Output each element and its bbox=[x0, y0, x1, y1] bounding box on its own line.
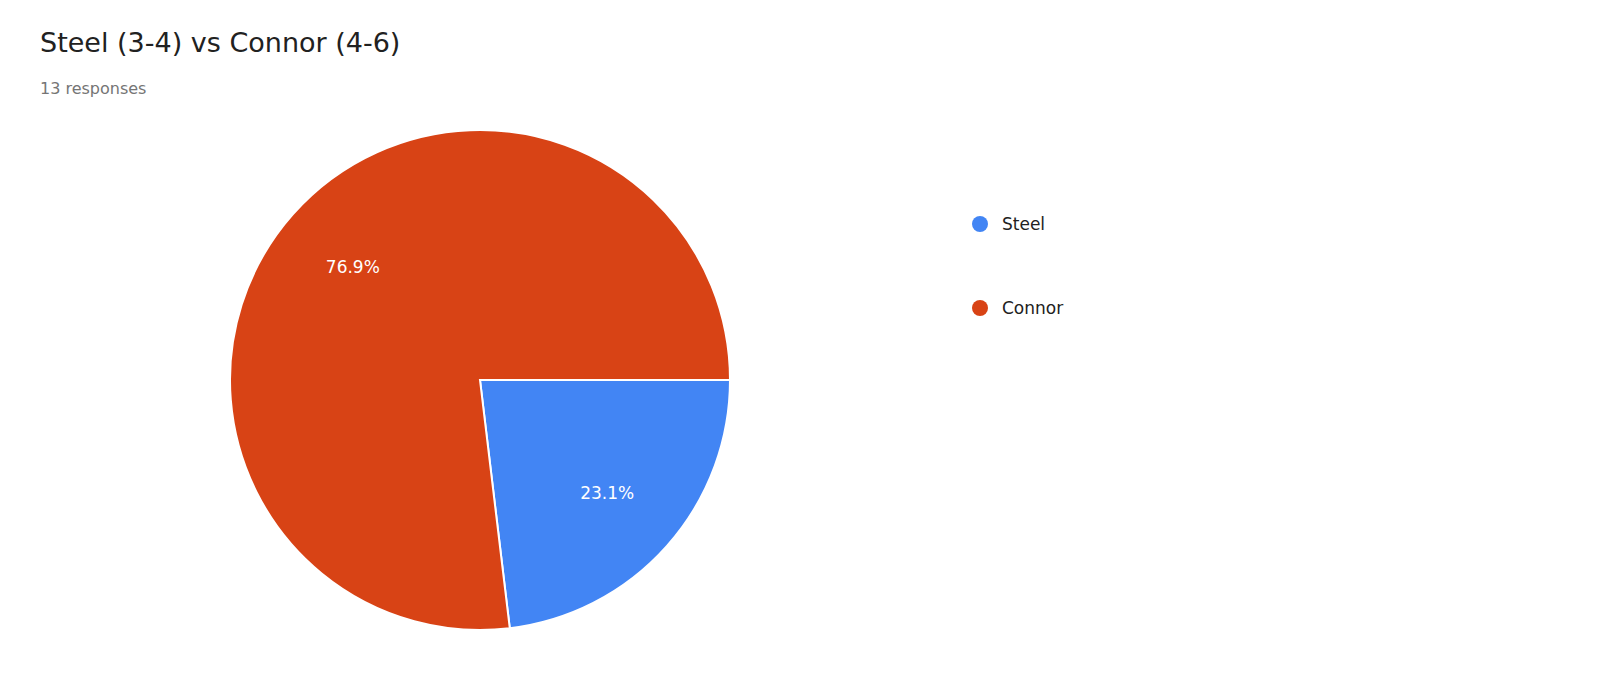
chart-svg: Steel (3-4) vs Connor (4-6) 13 responses 2… bbox=[0, 0, 1600, 673]
title: Steel (3-4) vs Connor (4-6) bbox=[40, 27, 400, 58]
pie-slice bbox=[230, 130, 730, 630]
legend-swatch bbox=[972, 300, 988, 316]
legend-label: Connor bbox=[1002, 298, 1063, 318]
background bbox=[0, 0, 1600, 673]
legend-swatch bbox=[972, 216, 988, 232]
data-label: 76.9% bbox=[326, 257, 380, 277]
data-label: 23.1% bbox=[580, 483, 634, 503]
pie-slice bbox=[480, 380, 730, 628]
legend: Steel Connor bbox=[972, 214, 1063, 318]
pie bbox=[230, 130, 730, 630]
legend-label: Steel bbox=[1002, 214, 1045, 234]
pie-labels: 23.1% 76.9% bbox=[326, 257, 634, 503]
subtitle: 13 responses bbox=[40, 79, 146, 98]
chart-container: Steel (3-4) vs Connor (4-6) 13 responses 2… bbox=[0, 0, 1600, 673]
